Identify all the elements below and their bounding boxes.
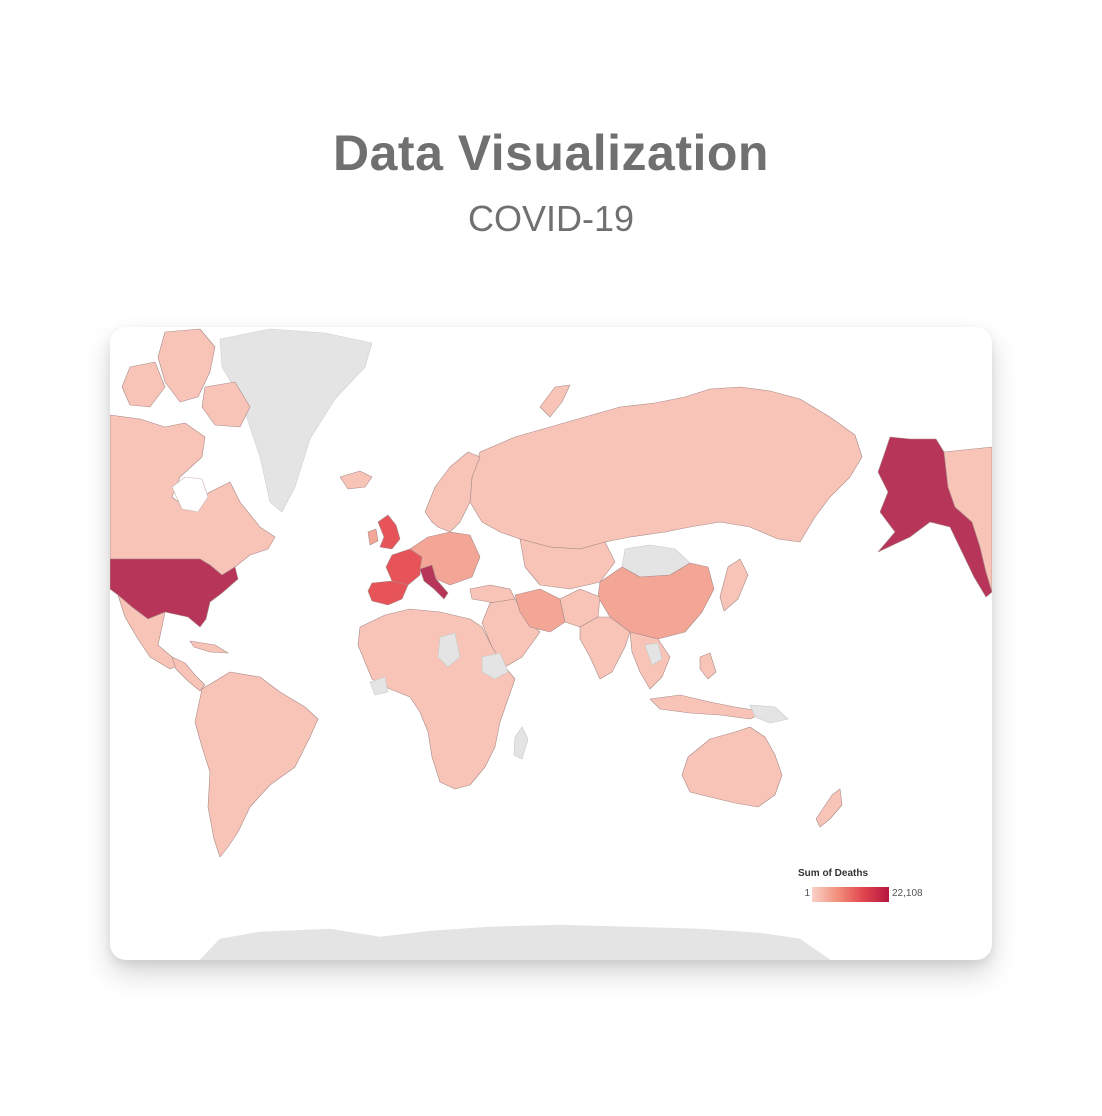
region-australia[interactable] — [681, 726, 783, 808]
page-subtitle: COVID-19 — [467, 198, 635, 239]
region-iran[interactable] — [514, 588, 566, 633]
region-africa-nodata-2[interactable] — [369, 676, 389, 696]
legend-title: Sum of Deaths — [798, 868, 869, 879]
region-philippines[interactable] — [699, 652, 717, 680]
world-choropleth-map[interactable] — [110, 327, 992, 960]
region-indochina-nodata[interactable] — [644, 642, 663, 666]
region-japan[interactable] — [719, 558, 749, 612]
region-iceland[interactable] — [339, 470, 373, 490]
region-ireland[interactable] — [367, 528, 379, 546]
region-africa-nodata-3[interactable] — [481, 652, 509, 680]
region-novaya-zemlya[interactable] — [539, 384, 571, 418]
color-legend: Sum of Deaths 1 22,108 — [798, 868, 948, 908]
region-scandinavia[interactable] — [424, 451, 481, 533]
legend-max-label: 22,108 — [892, 888, 923, 899]
region-france[interactable] — [385, 548, 423, 586]
region-new-zealand[interactable] — [815, 788, 843, 828]
region-new-guinea[interactable] — [749, 704, 789, 724]
region-canada-islands-2[interactable] — [121, 361, 166, 408]
region-cuba[interactable] — [189, 640, 229, 654]
region-southeast-asia[interactable] — [629, 631, 671, 690]
region-canada-islands-3[interactable] — [201, 381, 251, 428]
region-central-europe[interactable] — [409, 531, 481, 586]
legend-min-label: 1 — [804, 888, 810, 899]
region-africa-nodata-1[interactable] — [437, 632, 461, 668]
region-indonesia[interactable] — [649, 694, 766, 720]
region-spain[interactable] — [367, 580, 409, 606]
region-antarctica[interactable] — [199, 924, 831, 960]
region-canada-islands[interactable] — [157, 328, 216, 403]
hudson-bay — [171, 476, 209, 513]
region-uk[interactable] — [377, 514, 401, 550]
region-russia[interactable] — [469, 386, 863, 550]
region-central-america[interactable] — [171, 656, 206, 692]
region-africa[interactable] — [357, 608, 516, 790]
region-central-asia[interactable] — [519, 538, 616, 590]
page-title: Data Visualization — [333, 125, 769, 181]
region-south-america[interactable] — [194, 671, 319, 858]
map-card: Sum of Deaths 1 22,108 — [110, 327, 992, 960]
legend-color-scale — [812, 887, 889, 902]
region-canada-east[interactable] — [943, 446, 992, 593]
region-madagascar[interactable] — [513, 726, 529, 760]
region-india[interactable] — [579, 616, 631, 680]
